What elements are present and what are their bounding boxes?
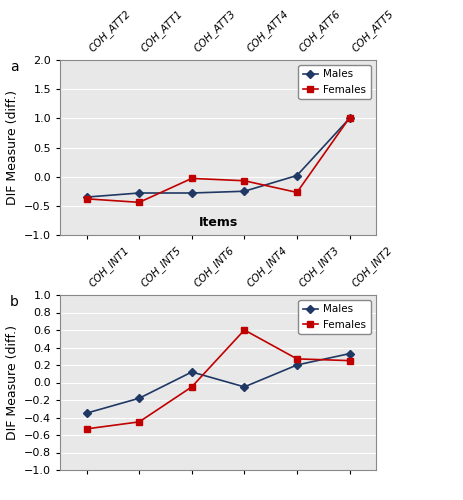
Text: a: a <box>10 60 19 74</box>
Text: COH_ATT1: COH_ATT1 <box>139 8 185 54</box>
Text: COH_ATT6: COH_ATT6 <box>296 8 342 54</box>
Males <box>188 190 194 196</box>
Females <box>241 327 247 333</box>
Females <box>136 200 142 205</box>
Females <box>241 178 247 184</box>
Line: Males: Males <box>84 116 351 200</box>
Females <box>188 176 194 182</box>
Males <box>294 172 299 178</box>
Text: COH_ATT2: COH_ATT2 <box>87 8 132 54</box>
Males <box>241 188 247 194</box>
Text: COH_ATT5: COH_ATT5 <box>349 8 394 54</box>
Legend: Males, Females: Males, Females <box>298 65 370 99</box>
Females <box>84 196 89 202</box>
Y-axis label: DIF Measure (diff.): DIF Measure (diff.) <box>6 90 19 205</box>
Text: COH_INT3: COH_INT3 <box>296 245 341 290</box>
Text: Items: Items <box>198 216 237 228</box>
Text: COH_ATT3: COH_ATT3 <box>191 8 237 54</box>
Text: b: b <box>10 295 19 309</box>
Males <box>294 362 299 368</box>
Males <box>346 116 351 121</box>
Text: COH_INT2: COH_INT2 <box>349 245 393 290</box>
Line: Females: Females <box>84 327 351 432</box>
Text: COH_INT1: COH_INT1 <box>87 245 131 290</box>
Females <box>346 358 351 364</box>
Line: Females: Females <box>84 115 351 205</box>
Males <box>346 350 351 356</box>
Females <box>136 419 142 425</box>
Males <box>84 194 89 200</box>
Males <box>241 384 247 390</box>
Males <box>84 410 89 416</box>
Females <box>188 384 194 390</box>
Females <box>294 190 299 196</box>
Females <box>346 114 351 120</box>
Text: COH_INT4: COH_INT4 <box>244 245 288 290</box>
Males <box>136 395 142 401</box>
Text: COH_INT6: COH_INT6 <box>191 245 236 290</box>
Males <box>188 369 194 375</box>
Females <box>294 356 299 362</box>
Males <box>136 190 142 196</box>
Line: Males: Males <box>84 351 351 416</box>
Legend: Males, Females: Males, Females <box>298 300 370 334</box>
Y-axis label: DIF Measure (diff.): DIF Measure (diff.) <box>6 325 19 440</box>
Text: COH_INT5: COH_INT5 <box>139 245 183 290</box>
Females <box>84 426 89 432</box>
Text: COH_ATT4: COH_ATT4 <box>244 8 290 54</box>
